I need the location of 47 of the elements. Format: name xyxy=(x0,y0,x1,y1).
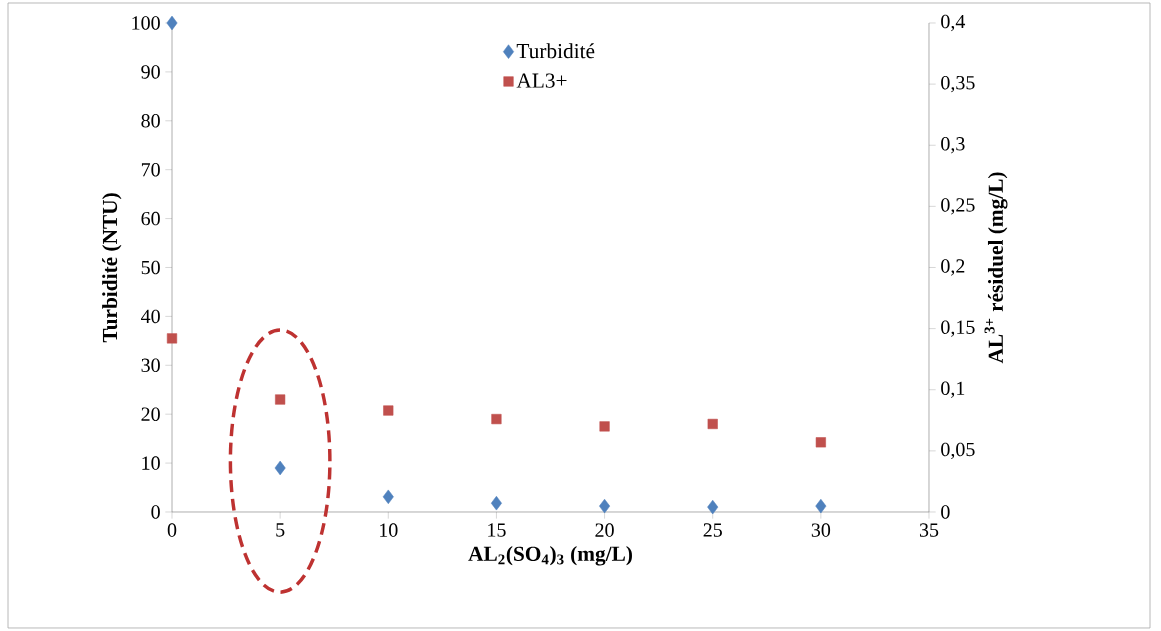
point xyxy=(815,437,826,448)
y-tick-label: 40 xyxy=(141,309,160,324)
point xyxy=(166,333,178,344)
y2-tick-label: 0,05 xyxy=(941,442,975,460)
point xyxy=(383,405,394,416)
point xyxy=(382,489,394,505)
y2-tick-label: 0,3 xyxy=(941,137,965,154)
x-tick-label: 15 xyxy=(488,523,506,537)
legend-label: AL3+ xyxy=(516,73,567,88)
point xyxy=(275,394,286,405)
point xyxy=(490,495,502,511)
x-tick-label: 10 xyxy=(380,523,398,537)
y2-tick-label: 0,35 xyxy=(941,75,975,93)
y-tick-label: 30 xyxy=(141,358,160,373)
point xyxy=(707,418,718,430)
y-tick-label: 80 xyxy=(141,114,160,128)
point xyxy=(491,414,502,425)
y-tick-label: 50 xyxy=(141,260,160,275)
y2-tick-label: 0,1 xyxy=(941,381,965,398)
point xyxy=(166,15,178,31)
y2-tick-label: 0,25 xyxy=(941,198,975,215)
x-tick-label: 25 xyxy=(703,523,722,537)
point xyxy=(599,498,611,514)
y-tick-label: 100 xyxy=(132,16,160,30)
x-tick-label: 30 xyxy=(811,523,831,537)
y2-axis-title: AL$^{3+}$ résiduel (mg/L) xyxy=(984,172,1008,364)
x-tick-label: 0 xyxy=(167,523,177,537)
x-tick-label: 5 xyxy=(276,523,285,537)
legend-label: Turbidité xyxy=(516,43,595,59)
y2-tick-label: 0,15 xyxy=(941,320,975,337)
y-tick-label: 0 xyxy=(151,505,160,519)
point xyxy=(599,421,610,432)
x-tick-label: 20 xyxy=(595,523,614,537)
y-tick-label: 60 xyxy=(141,211,160,226)
point xyxy=(707,499,719,515)
y2-tick-label: 0,4 xyxy=(941,14,966,32)
y2-tick-label: 0 xyxy=(941,505,950,519)
y2-tick-label: 0,2 xyxy=(941,259,965,276)
point xyxy=(274,460,286,476)
y-tick-label: 90 xyxy=(141,65,160,79)
y-tick-label: 20 xyxy=(141,407,160,421)
x-axis-title: AL$_{2}$(SO$_{4}$)$_{3}$ (mg/L) xyxy=(468,546,632,566)
y-tick-label: 70 xyxy=(141,162,160,177)
x-tick-label: 35 xyxy=(919,523,939,537)
point xyxy=(815,498,827,514)
y-axis-title: Turbidité (NTU) xyxy=(102,193,122,343)
y-tick-label: 10 xyxy=(142,456,160,470)
